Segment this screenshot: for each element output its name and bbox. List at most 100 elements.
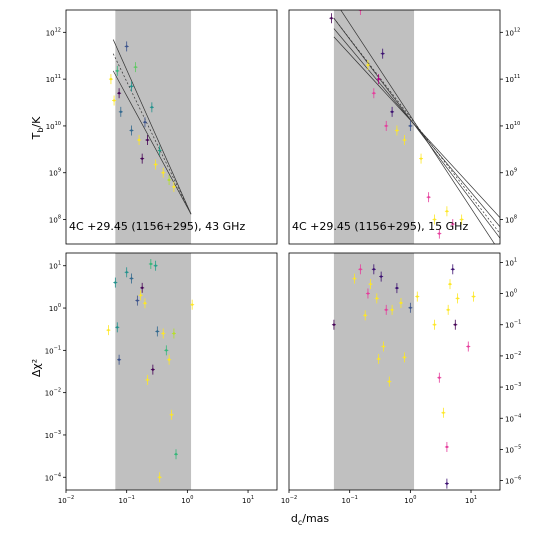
xlabel-dc-sub: c: [298, 518, 302, 527]
point-marker: [403, 138, 406, 142]
data-point: [153, 260, 158, 271]
point-marker: [353, 277, 356, 280]
y-tick-label: 100: [49, 303, 61, 313]
x-tick-label: 101: [242, 495, 254, 505]
x-tick-exp: 0: [413, 495, 416, 501]
x-tick-exp: −2: [67, 495, 74, 501]
data-point: [444, 478, 449, 489]
data-point: [390, 304, 395, 315]
point-marker: [154, 163, 157, 166]
data-point: [365, 288, 370, 299]
point-marker: [114, 281, 117, 284]
data-point: [129, 125, 134, 136]
point-marker: [165, 349, 168, 352]
data-point: [471, 291, 476, 302]
data-point: [374, 293, 379, 304]
shaded-region: [333, 253, 415, 490]
point-marker: [172, 332, 176, 335]
point-marker: [151, 368, 155, 371]
point-marker: [438, 376, 441, 379]
fit-line: [112, 53, 192, 215]
data-point: [352, 273, 357, 284]
y-tick-label: 108: [505, 215, 517, 225]
y-tick-label: 10−5: [505, 444, 521, 454]
data-point: [113, 277, 118, 288]
data-point: [129, 81, 134, 92]
data-point: [437, 228, 442, 239]
data-point: [358, 264, 363, 275]
data-point: [376, 74, 381, 85]
point-marker: [107, 328, 110, 332]
data-point: [161, 328, 166, 339]
y-tick-exp: 9: [58, 168, 61, 174]
y-tick-label: 10−1: [45, 345, 61, 355]
data-point: [455, 293, 460, 304]
point-marker: [369, 282, 372, 286]
y-tick-exp: 12: [514, 27, 520, 33]
data-point: [117, 88, 122, 99]
data-point: [145, 135, 150, 146]
x-tick-base: 10: [242, 497, 251, 505]
point-marker: [117, 92, 121, 95]
data-point: [140, 153, 145, 164]
y-tick-label: 101: [49, 261, 61, 271]
y-tick-exp: 12: [55, 27, 61, 33]
xlabel-dc-base: d: [291, 512, 298, 525]
point-marker: [116, 326, 119, 329]
y-tick-label: 10−6: [505, 476, 521, 486]
point-marker: [445, 210, 449, 213]
point-marker: [409, 124, 412, 128]
data-point: [112, 95, 117, 106]
xlabel-dc: dc/mas: [291, 512, 330, 527]
data-point: [331, 319, 336, 330]
point-marker: [156, 330, 159, 333]
point-marker: [366, 63, 370, 67]
data-point: [415, 291, 420, 302]
data-point: [466, 341, 471, 352]
data-point: [138, 290, 143, 301]
y-tick-exp: 9: [514, 168, 517, 174]
data-point: [398, 297, 403, 308]
data-point: [363, 310, 368, 321]
y-tick-base: 10: [49, 217, 58, 225]
point-marker: [385, 124, 388, 128]
plot-area: [329, 10, 500, 244]
fit-line: [112, 70, 192, 215]
point-marker: [433, 218, 436, 221]
point-marker: [467, 345, 470, 348]
point-marker: [136, 299, 139, 302]
panel-annotation: 4C +29.45 (1156+295), 15 GHz: [292, 220, 468, 233]
shaded-region: [115, 10, 192, 244]
shaded-region: [333, 10, 415, 244]
y-tick-base: 10: [505, 217, 514, 225]
data-point: [171, 181, 176, 192]
point-marker: [130, 129, 133, 132]
point-marker: [330, 17, 333, 20]
data-point: [390, 106, 395, 117]
point-marker: [433, 323, 436, 326]
point-marker: [139, 294, 142, 297]
data-point: [371, 88, 376, 99]
data-point: [371, 264, 376, 275]
y-tick-base: 10: [505, 384, 514, 392]
y-tick-exp: 11: [55, 74, 61, 80]
point-marker: [419, 157, 423, 160]
y-tick-exp: 10: [55, 121, 61, 127]
data-point: [444, 441, 449, 452]
y-tick-exp: −2: [514, 351, 521, 357]
data-point: [108, 74, 113, 85]
y-tick-base: 10: [505, 259, 514, 267]
y-tick-label: 109: [505, 168, 517, 178]
data-point: [408, 120, 413, 131]
point-marker: [454, 323, 457, 326]
point-marker: [445, 482, 449, 485]
x-tick-exp: 0: [190, 495, 193, 501]
x-tick-exp: −2: [290, 495, 297, 501]
y-tick-exp: −3: [54, 430, 61, 436]
data-point: [124, 41, 129, 52]
point-marker: [381, 52, 384, 55]
data-point: [387, 376, 392, 387]
y-tick-label: 109: [49, 168, 61, 178]
